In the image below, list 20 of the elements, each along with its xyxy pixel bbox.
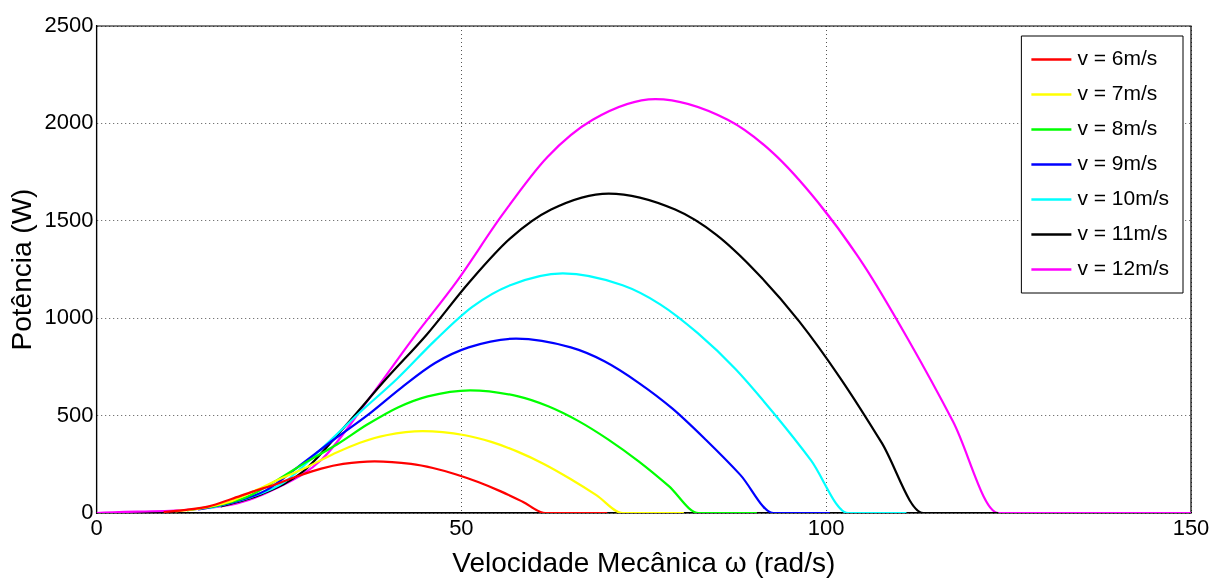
legend-label: v = 9m/s: [1077, 151, 1158, 175]
y-tick-label: 2000: [44, 109, 94, 135]
line-series: [174, 430, 685, 513]
legend-label: v = 6m/s: [1077, 46, 1158, 70]
y-tick-label: 1000: [44, 304, 94, 330]
y-axis-title: Potência (W): [5, 188, 37, 351]
line-series: [162, 460, 609, 513]
line-series: [208, 272, 908, 513]
legend-label: v = 12m/s: [1077, 256, 1170, 280]
x-tick-label: 50: [449, 515, 474, 541]
x-tick-label: 150: [1172, 515, 1210, 541]
legend-label: v = 11m/s: [1077, 221, 1168, 245]
y-tick-label: 1500: [44, 206, 94, 232]
y-tick-label: 500: [56, 401, 94, 427]
x-axis-title: Velocidade Mecânica ω (rad/s): [452, 546, 836, 578]
x-tick-label: 100: [807, 515, 845, 541]
legend-label: v = 7m/s: [1077, 81, 1158, 105]
legend-label: v = 10m/s: [1077, 186, 1170, 210]
legend-label: v = 8m/s: [1077, 116, 1158, 140]
y-tick-label: 2500: [44, 12, 94, 38]
